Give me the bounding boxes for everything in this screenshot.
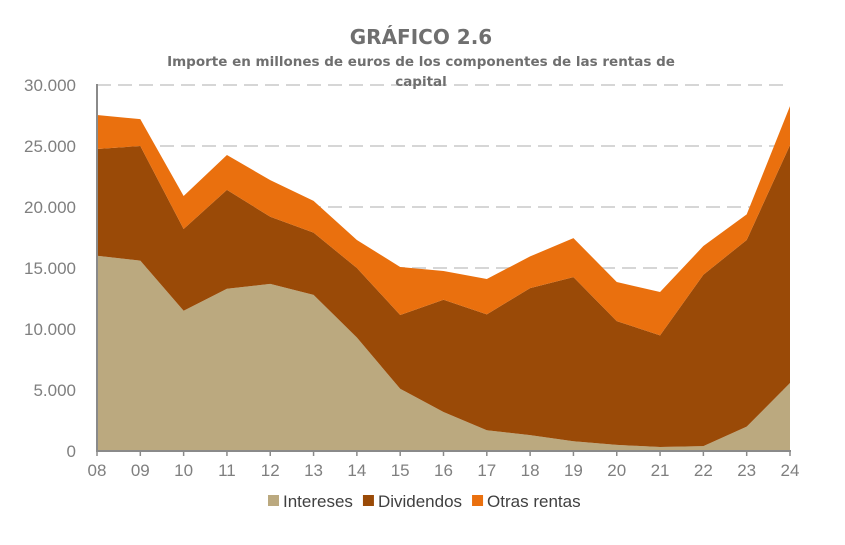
axes xyxy=(96,84,791,456)
area-dividendos xyxy=(97,145,790,447)
legend-swatch xyxy=(362,495,374,506)
x-tick-label: 09 xyxy=(131,461,150,480)
x-tick-labels: 08 09 10 11 12 13 14 15 16 17 18 19 20 21 22 23 24 xyxy=(88,461,800,480)
chart-subtitle-line-1: Importe en millones de euros de los comp… xyxy=(167,54,675,70)
x-tick-label: 20 xyxy=(607,461,626,480)
y-tick-label: 20.000 xyxy=(24,198,76,217)
x-tick-label: 22 xyxy=(694,461,713,480)
x-tick-label: 12 xyxy=(261,461,280,480)
legend-label: Intereses xyxy=(283,492,353,511)
x-tick-label: 10 xyxy=(174,461,193,480)
x-tick-label: 13 xyxy=(304,461,323,480)
legend: Intereses Dividendos Otras rentas xyxy=(268,492,581,511)
legend-label: Dividendos xyxy=(378,492,462,511)
legend-swatch xyxy=(472,495,484,506)
x-tick-label: 18 xyxy=(521,461,540,480)
x-tick-label: 11 xyxy=(218,461,236,480)
area-otras-rentas xyxy=(97,106,790,336)
x-tick-label: 17 xyxy=(477,461,496,480)
y-tick-label: 30.000 xyxy=(24,76,76,95)
y-tick-label: 10.000 xyxy=(24,320,76,339)
areas xyxy=(97,106,790,451)
y-tick-label: 5.000 xyxy=(33,381,76,400)
x-tick-label: 14 xyxy=(347,461,366,480)
y-tick-label: 25.000 xyxy=(24,137,76,156)
legend-swatch xyxy=(268,495,279,506)
x-tick-label: 24 xyxy=(781,461,800,480)
x-tick-label: 19 xyxy=(564,461,583,480)
legend-label: Otras rentas xyxy=(487,492,581,511)
x-tick-label: 08 xyxy=(88,461,107,480)
chart-title: GRÁFICO 2.6 xyxy=(350,25,492,49)
y-tick-labels: 0 5.000 10.000 15.000 20.000 25.000 30.000 xyxy=(24,76,76,461)
x-tick-label: 16 xyxy=(434,461,453,480)
x-tick-label: 21 xyxy=(651,461,670,480)
y-tick-label: 15.000 xyxy=(24,259,76,278)
area-intereses xyxy=(97,255,790,451)
x-tick-label: 23 xyxy=(737,461,756,480)
x-tick-label: 15 xyxy=(391,461,410,480)
chart-subtitle-line-2: capital xyxy=(395,74,447,90)
y-tick-label: 0 xyxy=(67,442,76,461)
